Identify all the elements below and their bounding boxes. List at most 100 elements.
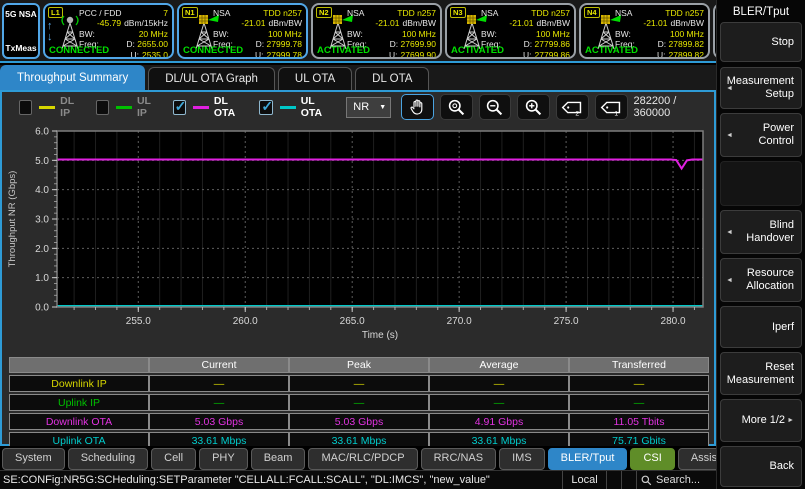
nr-antenna-icon	[329, 15, 353, 50]
softkey-label: Resource Allocation	[746, 267, 794, 292]
cell-panel-n2[interactable]: N2 NSA TDD n257 -21.01 dBm/BW BW: 100 MHz F…	[311, 3, 442, 59]
legend-ul-ip: UL IP	[95, 95, 160, 119]
system-mode-label: 5G NSA	[5, 9, 37, 19]
back-button[interactable]: Back	[720, 446, 802, 487]
softkey-label: Power Control	[758, 122, 794, 147]
cell-current: —	[149, 394, 289, 411]
more-pages-button[interactable]: More 1/2 ►	[720, 399, 802, 442]
tab-throughput-summary[interactable]: Throughput Summary	[0, 65, 146, 90]
table-row-uplink-ip: Uplink IP — — — —	[9, 394, 709, 411]
zoom-in-button[interactable]	[517, 94, 551, 120]
zoom-out-icon	[487, 99, 503, 115]
bw-label: BW:	[347, 28, 363, 39]
dl-freq-label: D:	[126, 39, 135, 50]
tab-ims[interactable]: IMS	[499, 448, 545, 470]
svg-text:1: 1	[615, 110, 619, 115]
chevron-left-icon: ◄	[726, 228, 733, 236]
iperf-button[interactable]: Iperf	[720, 306, 802, 348]
zoom-out-button[interactable]	[478, 94, 512, 120]
tech-select-value: NR	[353, 101, 370, 113]
blind-handover-button[interactable]: ◄ Blind Handover	[720, 210, 802, 254]
svg-text:255.0: 255.0	[126, 316, 151, 327]
softkey-label: Stop	[771, 35, 794, 48]
search-box[interactable]: Search...	[636, 470, 716, 489]
pan-tool-button[interactable]	[401, 94, 434, 120]
tab-csi[interactable]: CSI	[630, 448, 675, 470]
power-control-button[interactable]: ◄ Power Control	[720, 113, 802, 157]
ul-ota-color-swatch	[279, 105, 296, 109]
chevron-down-icon: ▼	[379, 103, 387, 111]
cell-band-label: TDD n257	[531, 8, 570, 18]
cell-power-unit: dBm/BW	[268, 18, 302, 29]
tab-dl-ota[interactable]: DL OTA	[355, 67, 430, 90]
ul-freq-value: 27699.90	[400, 49, 436, 59]
ul-ip-color-swatch	[115, 105, 132, 109]
cell-current: —	[149, 375, 289, 392]
svg-text:275.0: 275.0	[554, 316, 579, 327]
tab-cell[interactable]: Cell	[151, 448, 197, 470]
svg-text:2.0: 2.0	[35, 244, 49, 255]
cell-panel-l1[interactable]: L1 ↑ ↓ PCC / FDD 7 -45.79 dBm/15kHz BW: 20 M…	[43, 3, 174, 59]
cell-power-value: -21.01	[375, 18, 400, 29]
tab-dlul-ota-graph[interactable]: DL/UL OTA Graph	[148, 67, 275, 90]
cell-status-text: ACTIVATED	[451, 45, 504, 56]
cell-power-unit: dBm/BW	[670, 18, 704, 29]
dl-ip-checkbox[interactable]	[19, 99, 33, 115]
nr-antenna-icon	[463, 15, 487, 50]
table-row-downlink-ota: Downlink OTA 5.03 Gbps 5.03 Gbps 4.91 Gb…	[9, 413, 709, 430]
freq-label: Freq:	[347, 39, 367, 50]
svg-text:270.0: 270.0	[447, 316, 472, 327]
row-label: Downlink OTA	[9, 413, 149, 430]
dl-ota-checkbox[interactable]	[172, 98, 186, 115]
svg-text:4.0: 4.0	[35, 185, 49, 196]
tab-beam-mgmt[interactable]: Beam Mgmt	[250, 448, 306, 483]
tab-rrc-nas[interactable]: RRC/NAS	[420, 448, 497, 470]
tab-phy[interactable]: PHY	[199, 448, 248, 470]
header-average: Average	[429, 357, 569, 373]
cell-transferred: —	[569, 394, 709, 411]
tech-select-dropdown[interactable]: NR ▼	[346, 96, 392, 118]
cell-average: —	[429, 394, 569, 411]
scpi-command-text: SE:CONFig:NR5G:SCHeduling:SETParameter "…	[3, 474, 490, 486]
cell-power-value: -21.01	[643, 18, 668, 29]
cell-panel-n3[interactable]: N3 NSA TDD n257 -21.01 dBm/BW BW: 100 MHz F…	[445, 3, 576, 59]
cell-status-bar: 5G NSA TxMeas L1 ↑ ↓ PCC / FDD 7 -45.79 dBm…	[0, 0, 716, 63]
marker-2-button[interactable]: 2	[556, 94, 589, 120]
softkey-empty-slot	[720, 161, 802, 206]
bw-value: 100 MHz	[535, 28, 570, 39]
system-summary-panel: 5G NSA TxMeas	[2, 3, 40, 59]
reset-measurement-button[interactable]: Reset Measurement	[720, 352, 802, 395]
marker-1-icon: 1	[600, 101, 621, 116]
tab-scheduling[interactable]: Scheduling	[67, 448, 149, 470]
resource-allocation-button[interactable]: ◄ Resource Allocation	[720, 258, 802, 302]
cell-power-value: -21.01	[509, 18, 534, 29]
bw-value: 100 MHz	[401, 28, 436, 39]
dl-freq-value: 27699.90	[400, 39, 436, 50]
softkey-sidebar: BLER/Tput Stop ◄ Measurement Setup ◄ Pow…	[716, 0, 805, 489]
tab-ul-ota[interactable]: UL OTA	[277, 67, 353, 90]
ul-ip-checkbox[interactable]	[95, 99, 109, 115]
tab-bler-tput[interactable]: BLER/Tput	[547, 448, 628, 470]
cell-status-text: CONNECTED	[183, 45, 244, 56]
ul-ota-checkbox[interactable]	[259, 98, 273, 115]
header-blank	[9, 357, 149, 373]
cell-status-text: ACTIVATED	[585, 45, 638, 56]
zoom-reset-button[interactable]	[439, 94, 473, 120]
chart-toolbar: DL IP UL IP DL OTA UL OTA NR ▼	[2, 92, 714, 122]
cell-panel-n1[interactable]: N1 NSA TDD n257 -21.01 dBm/BW BW: 100 MHz F…	[177, 3, 308, 59]
chevron-left-icon: ◄	[726, 84, 733, 92]
stop-button[interactable]: Stop	[720, 22, 802, 62]
cell-power-value: -21.01	[241, 18, 266, 29]
local-remote-indicator[interactable]: Local	[562, 470, 606, 489]
cell-panel-n4[interactable]: N4 NSA TDD n257 -21.01 dBm/BW BW: 100 MHz F…	[579, 3, 710, 59]
cell-band-label: 7	[163, 8, 168, 18]
legend-dl-ota: DL OTA	[172, 95, 247, 119]
throughput-chart-svg: 255.0 260.0 265.0 270.0 275.0 280.0 0.0 1.0 2.0 3…	[7, 127, 704, 341]
measurement-setup-button[interactable]: ◄ Measurement Setup	[720, 67, 802, 109]
row-label: Downlink IP	[9, 375, 149, 392]
chevron-left-icon: ◄	[726, 131, 733, 139]
tab-system[interactable]: System	[2, 448, 65, 470]
throughput-chart[interactable]: 255.0 260.0 265.0 270.0 275.0 280.0 0.0 1.0 2.0 3…	[2, 122, 714, 350]
tab-mac-rlc-pdcp[interactable]: MAC/RLC/PDCP	[308, 448, 418, 470]
marker-1-button[interactable]: 1	[594, 94, 628, 120]
